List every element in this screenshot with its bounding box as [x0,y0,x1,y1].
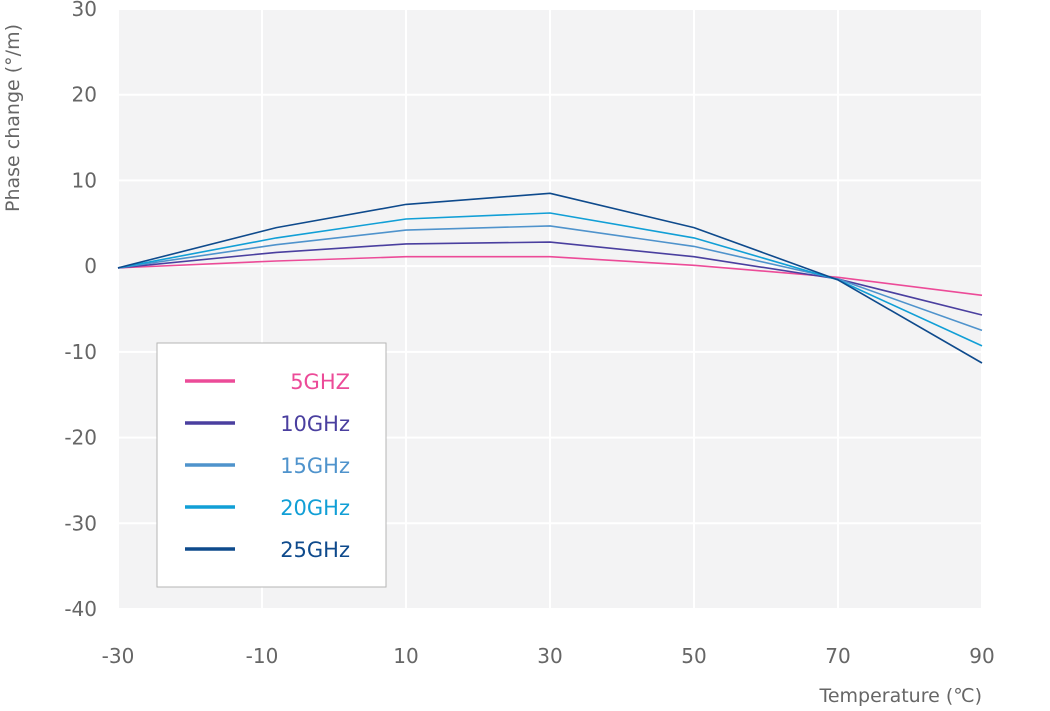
y-tick-label: 20 [72,83,97,107]
series-line [117,192,983,364]
x-tick-label: 70 [825,644,850,668]
x-axis-ticks: -30 -10 10 30 50 70 90 [102,644,995,668]
x-tick-label: 30 [537,644,562,668]
y-tick-label: 10 [72,168,97,192]
x-tick-label: 10 [393,644,418,668]
series-line [117,255,983,297]
y-tick-label: -40 [64,597,97,621]
x-tick-label: -30 [102,644,135,668]
y-tick-label: -10 [64,340,97,364]
legend-label: 10GHz [280,412,350,436]
x-axis-title: Temperature (℃) [818,685,982,707]
y-axis-title: Phase change (°/m) [2,24,24,212]
legend-label: 25GHz [280,538,350,562]
legend: 5GHZ 10GHz 15GHz 20GHz 25GHz [156,342,387,588]
legend-label: 5GHZ [290,370,350,394]
x-tick-label: 90 [969,644,994,668]
y-tick-label: 30 [72,0,97,21]
y-tick-label: 0 [84,254,97,278]
legend-label: 15GHz [280,454,350,478]
y-axis-ticks: 30 20 10 0 -10 -20 -30 -40 [64,0,97,621]
series-line [117,225,983,332]
y-tick-label: -30 [64,511,97,535]
y-tick-label: -20 [64,426,97,450]
legend-label: 20GHz [280,496,350,520]
x-tick-label: 50 [681,644,706,668]
grid [117,8,983,610]
series-lines [117,192,983,364]
x-tick-label: -10 [246,644,279,668]
